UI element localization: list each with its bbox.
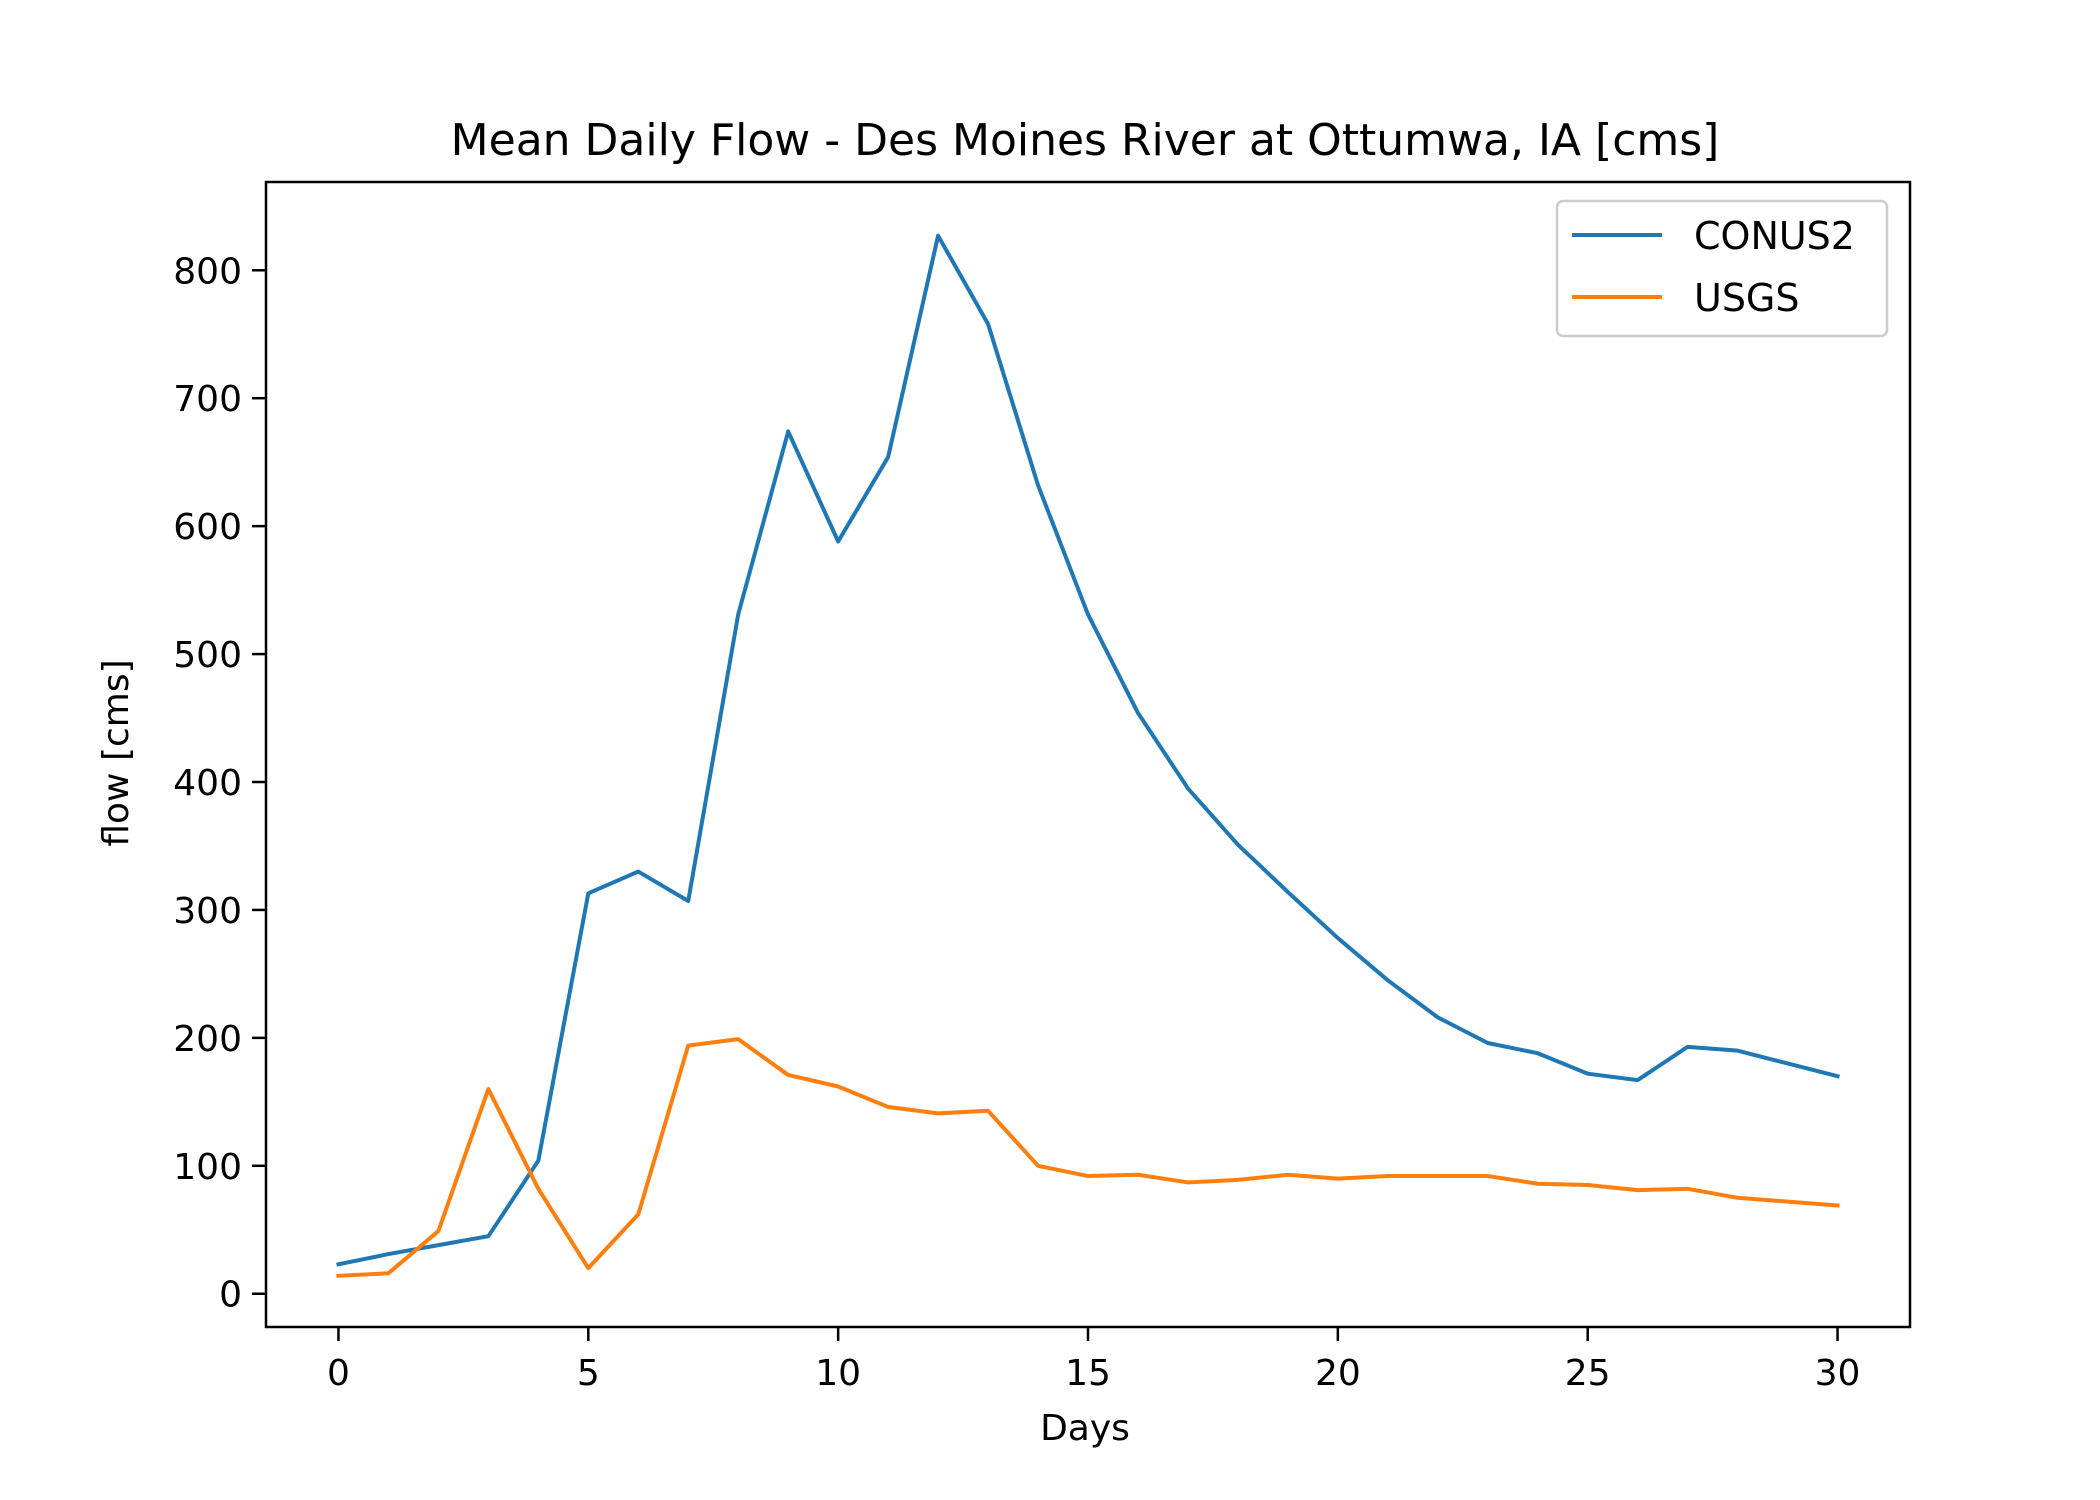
x-tick-label: 5 xyxy=(577,1353,600,1394)
x-tick-label: 0 xyxy=(327,1353,350,1394)
y-tick-label: 200 xyxy=(173,1019,242,1060)
legend-label-conus2: CONUS2 xyxy=(1694,214,1855,258)
y-tick-label: 800 xyxy=(173,251,242,292)
y-axis-label: flow [cms] xyxy=(96,659,137,846)
legend-label-usgs: USGS xyxy=(1694,276,1800,320)
y-tick-label: 700 xyxy=(173,379,242,420)
series-line-conus2 xyxy=(336,233,1840,1267)
y-tick-label: 300 xyxy=(173,891,242,932)
x-tick-label: 25 xyxy=(1565,1353,1611,1394)
x-tick-label: 15 xyxy=(1065,1353,1111,1394)
x-axis-label: Days xyxy=(1040,1408,1130,1449)
legend: CONUS2 USGS xyxy=(1555,199,1889,338)
y-tick-label: 100 xyxy=(173,1147,242,1188)
y-tick-label: 500 xyxy=(173,635,242,676)
chart-title: Mean Daily Flow - Des Moines River at Ot… xyxy=(451,115,1720,166)
x-tick-label: 30 xyxy=(1815,1353,1861,1394)
y-tick-label: 400 xyxy=(173,763,242,804)
x-tick-label: 20 xyxy=(1315,1353,1361,1394)
y-tick-label: 600 xyxy=(173,507,242,548)
y-tick-label: 0 xyxy=(219,1275,242,1316)
x-tick-label: 10 xyxy=(815,1353,861,1394)
series-line-usgs xyxy=(336,1037,1840,1278)
